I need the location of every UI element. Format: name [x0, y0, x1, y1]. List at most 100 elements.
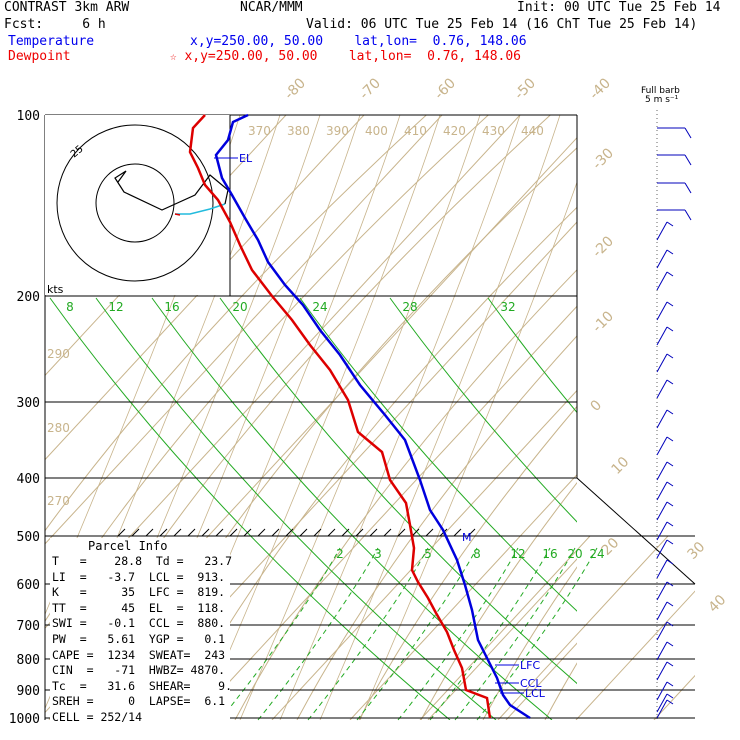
hatch-mark: [425, 528, 434, 537]
wind-barbs: [656, 110, 692, 720]
theta-line: [239, 115, 481, 720]
isotherm-line: [45, 115, 443, 545]
isotherm-label: -10: [590, 308, 617, 335]
pressure-label: 300: [17, 396, 40, 411]
hatch-mark: [187, 528, 196, 537]
hodograph-ring-outer: [56, 124, 214, 282]
dry-adiabat: [669, 80, 740, 720]
isotherm-line: [662, 115, 740, 720]
parcel-marker: M: [462, 531, 472, 544]
dry-adiabat: [731, 80, 740, 720]
mixing-ratio-label: 24: [312, 300, 327, 314]
hodograph-units: kts: [47, 283, 64, 296]
hatch-mark: [369, 528, 378, 537]
isotherm-label: -70: [357, 75, 384, 102]
pressure-label: 1000: [9, 712, 40, 727]
dewpoint-profile: [188, 114, 492, 719]
theta-side-label: 270: [47, 494, 70, 508]
hatch-mark: [271, 528, 280, 537]
mixing-ratio-low-label: 8: [473, 547, 481, 561]
isotherm-line: [732, 536, 740, 720]
mixing-ratio-lines: 8 12 16 20 24 28 32 2 3 5 8 12 16 20 24: [49, 297, 605, 721]
dry-adiabat: [482, 566, 577, 720]
parcel-info-row: CIN = -71 HWBZ= 4870.: [52, 663, 226, 678]
isotherm-line: [271, 389, 577, 720]
mixing-ratio-dashed: [454, 547, 576, 721]
theta-line: [279, 115, 521, 720]
wind-barb: [656, 559, 668, 579]
temperature-location: x,y=250.00, 50.00 lat,lon= 0.76, 148.06: [190, 34, 527, 49]
mixing-ratio-dashed: [356, 547, 478, 721]
isotherm-line: [193, 305, 577, 720]
valid-time: Valid: 06 UTC Tue 25 Feb 14 (16 ChT Tue …: [306, 17, 698, 32]
dry-adiabat: [358, 405, 577, 720]
mixing-ratio-dashed: [429, 547, 551, 721]
mixing-ratio-label: 20: [232, 300, 247, 314]
hatch-mark: [257, 528, 266, 537]
hatch-mark: [383, 528, 392, 537]
wind-barb-flag: [666, 436, 674, 442]
parcel-info-table: T = 28.8 Td = 23.7 LI = -3.7 LCL = 913. K …: [50, 554, 233, 726]
right-axis-diagonal: [576, 477, 696, 585]
wind-barb-flag: [666, 521, 674, 527]
temperature-profile: [214, 113, 531, 720]
theta-side-label: 290: [47, 347, 70, 361]
mixing-ratio-line: [49, 297, 451, 720]
forecast-hour: Fcst: 6 h: [4, 17, 106, 32]
wind-barb: [656, 621, 668, 641]
pressure-label: 400: [17, 472, 40, 487]
isotherm-label: -50: [512, 75, 539, 102]
mixing-ratio-line: [95, 297, 497, 720]
theta-line: [199, 115, 441, 720]
parcel-info-row: T = 28.8 Td = 23.7: [52, 554, 233, 568]
isotherm-label: 40: [706, 592, 730, 616]
mixing-ratio-low-label: 2: [336, 547, 344, 561]
wind-barb-flag: [666, 461, 674, 467]
hatch-mark: [173, 528, 182, 537]
hatch-mark: [243, 528, 252, 537]
parcel-info-row: LI = -3.7 LCL = 913.: [52, 569, 226, 584]
dry-adiabat: [420, 482, 577, 720]
hatch-mark: [327, 528, 336, 537]
mixing-ratio-line: [487, 297, 577, 414]
isotherm-label: -30: [590, 145, 617, 172]
wind-barb: [656, 409, 668, 429]
dry-adiabat: [45, 115, 428, 532]
wind-barb-flag: [666, 353, 674, 359]
wind-barb: [656, 461, 668, 481]
mixing-ratio-label: 16: [164, 300, 179, 314]
wind-barb: [656, 641, 668, 661]
hodograph-low-segment: [175, 203, 226, 215]
hatch-mark: [215, 528, 224, 537]
mixing-ratio-dashed: [257, 547, 379, 721]
dry-adiabat: [296, 335, 577, 720]
theta-label: 430: [482, 124, 505, 138]
hodograph-trace: [114, 170, 229, 211]
theta-label: 380: [287, 124, 310, 138]
isotherm-label: 30: [685, 539, 709, 563]
isotherm-line: [349, 474, 577, 720]
wind-barb-flag: [666, 693, 674, 699]
mixing-ratio-low-label: 20: [567, 547, 582, 561]
parcel-info-row: PW = 5.61 YGP = 0.1: [52, 631, 226, 646]
wind-barb-flag: [666, 581, 674, 587]
hodograph-ring-inner: [95, 163, 175, 243]
hatch-mark: [159, 528, 168, 537]
wind-barb: [656, 501, 668, 521]
wind-barb-flag: [666, 249, 674, 255]
mixing-ratio-dashed: [307, 547, 429, 721]
level-label: LFC: [520, 659, 540, 672]
pressure-label: 100: [17, 109, 40, 124]
wind-barb: [656, 271, 668, 291]
wind-barb-flag: [684, 127, 692, 139]
isotherm-label: -60: [432, 75, 459, 102]
dry-adiabat: [607, 80, 740, 720]
parcel-info-box: Parcel Info T = 28.8 Td = 23.7 LI = -3.7 …: [50, 538, 233, 726]
hatch-mark: [341, 528, 350, 537]
hodograph-surface-segment: [174, 213, 181, 216]
hatch-mark: [411, 528, 420, 537]
mixing-ratio-label: 28: [402, 300, 417, 314]
hatch-mark: [397, 528, 406, 537]
